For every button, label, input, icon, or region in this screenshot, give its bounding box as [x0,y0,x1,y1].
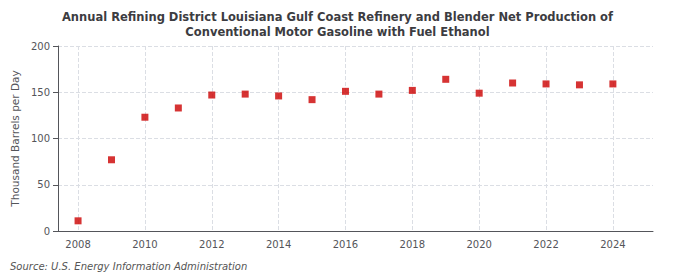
svg-text:50: 50 [37,179,50,190]
svg-text:200: 200 [31,41,50,52]
svg-text:2018: 2018 [400,239,425,250]
svg-text:2016: 2016 [333,239,358,250]
svg-text:2020: 2020 [466,239,491,250]
svg-text:Source: U.S. Energy Informatio: Source: U.S. Energy Information Administ… [10,261,247,272]
svg-text:Thousand Barrels per Day: Thousand Barrels per Day [9,70,21,207]
svg-text:2010: 2010 [132,239,157,250]
svg-text:2014: 2014 [266,239,291,250]
svg-text:0: 0 [44,226,50,237]
svg-text:2022: 2022 [533,239,558,250]
svg-text:150: 150 [31,87,50,98]
svg-text:2008: 2008 [65,239,90,250]
svg-text:Conventional Motor Gasoline wi: Conventional Motor Gasoline with Fuel Et… [185,25,489,39]
svg-text:2024: 2024 [600,239,625,250]
svg-text:100: 100 [31,133,50,144]
svg-text:Annual Refining District Louis: Annual Refining District Louisiana Gulf … [62,10,614,24]
svg-text:2012: 2012 [199,239,224,250]
